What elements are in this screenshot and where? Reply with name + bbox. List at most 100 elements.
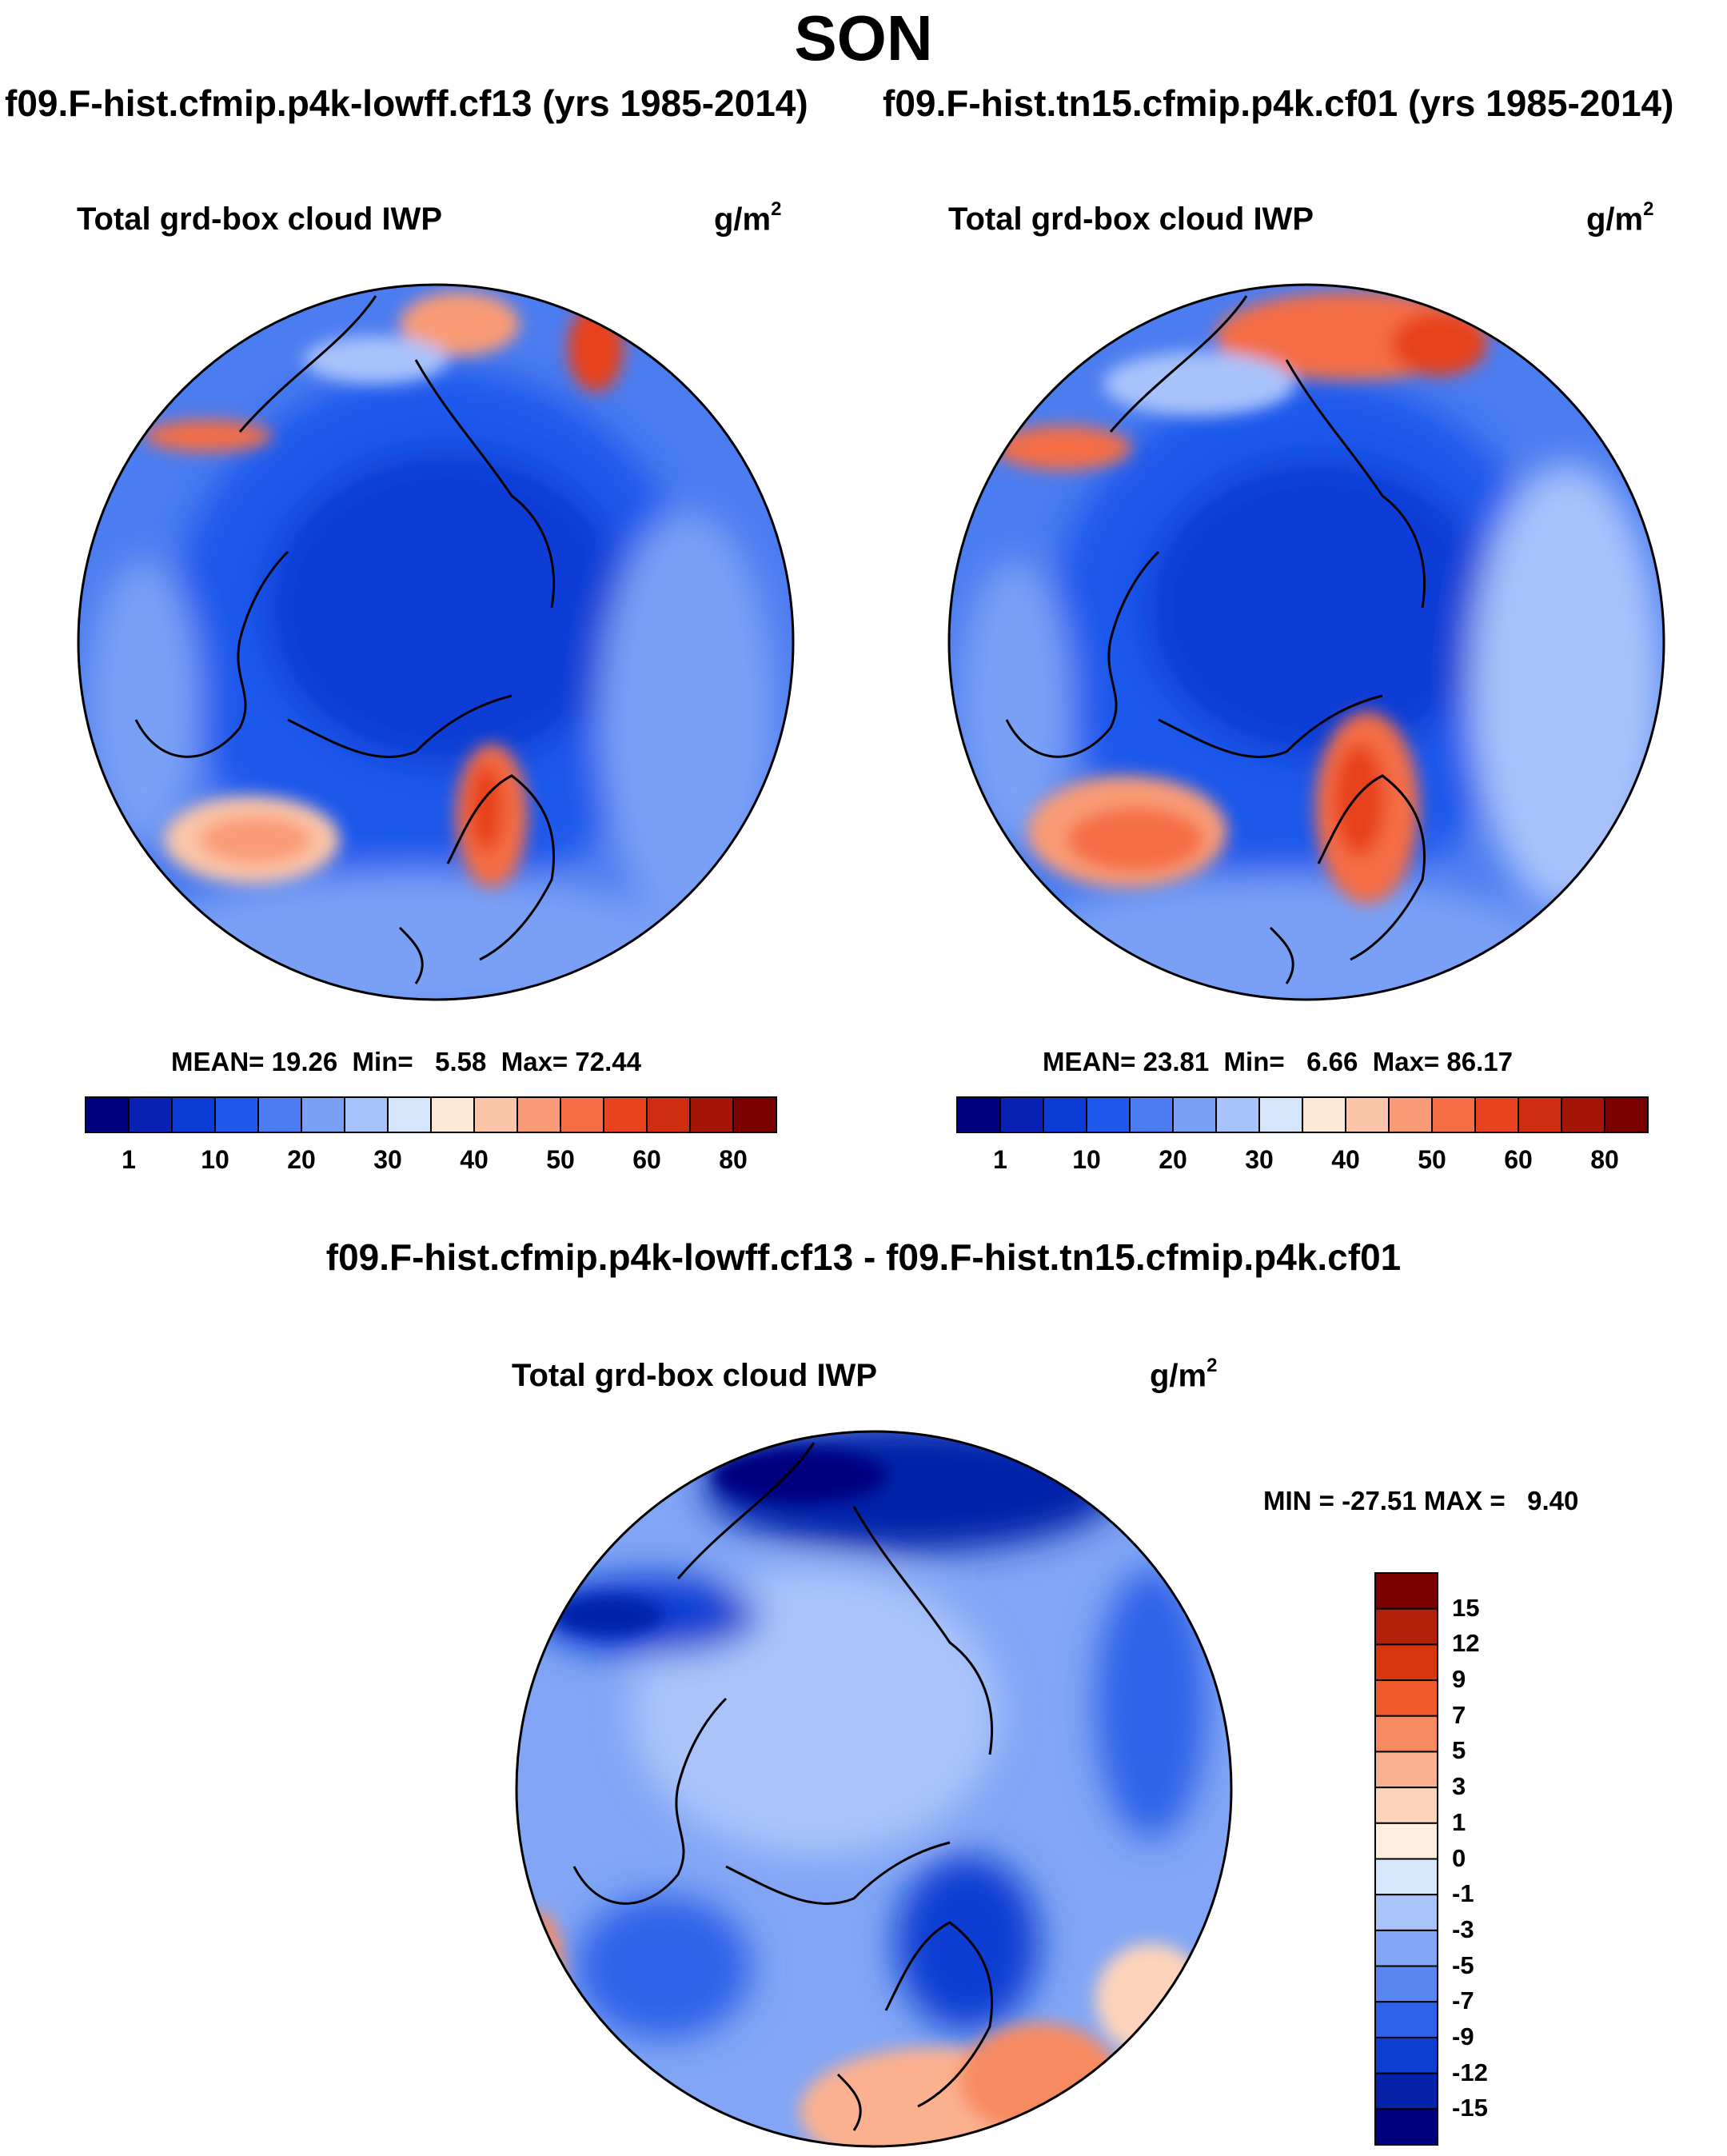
colorbar-swatch bbox=[301, 1096, 345, 1133]
diff-unit-label: g/m2 bbox=[1150, 1355, 1218, 1394]
panel2-min-label: Min= bbox=[1223, 1047, 1285, 1076]
colorbar-tick-label: 0 bbox=[1452, 1843, 1466, 1872]
colorbar-swatch bbox=[387, 1096, 432, 1133]
diff-variable-label: Total grd-box cloud IWP bbox=[512, 1358, 877, 1393]
colorbar-tick-label: 10 bbox=[1072, 1145, 1101, 1174]
colorbar-swatch bbox=[430, 1096, 475, 1133]
diff-range-text: MIN = -27.51 MAX = 9.40 bbox=[1263, 1486, 1579, 1515]
colorbar-swatch bbox=[1374, 1822, 1438, 1860]
colorbar-swatch bbox=[1129, 1096, 1174, 1133]
colorbar-tick-label: -7 bbox=[1452, 1986, 1474, 2015]
colorbar-tick-label: 5 bbox=[1452, 1736, 1466, 1765]
colorbar-tick-label: 1 bbox=[1452, 1807, 1466, 1836]
panel1-min-value: 5.58 bbox=[435, 1047, 487, 1076]
panel2-variable-label: Total grd-box cloud IWP bbox=[948, 202, 1314, 237]
colorbar-tick-label: -1 bbox=[1452, 1879, 1474, 1908]
panel2-mean-label: MEAN= bbox=[1043, 1047, 1136, 1076]
panel2-unit-base: g/m bbox=[1586, 202, 1644, 238]
colorbar-swatch bbox=[1374, 1751, 1438, 1789]
colorbar-tick-label: 9 bbox=[1452, 1665, 1466, 1694]
colorbar-swatch bbox=[1172, 1096, 1217, 1133]
colorbar-swatch bbox=[1561, 1096, 1605, 1133]
colorbar-swatch bbox=[1374, 1929, 1438, 1967]
colorbar-swatch bbox=[1388, 1096, 1433, 1133]
panel1-unit-base: g/m bbox=[714, 202, 772, 238]
colorbar-swatch bbox=[128, 1096, 173, 1133]
colorbar-tick-label: -15 bbox=[1452, 2094, 1488, 2122]
colorbar-swatch bbox=[732, 1096, 777, 1133]
panel1-unit-exp: 2 bbox=[771, 198, 782, 220]
diff-unit-base: g/m bbox=[1150, 1358, 1207, 1394]
colorbar-tick-label: 1 bbox=[993, 1145, 1007, 1174]
colorbar-swatch bbox=[1215, 1096, 1260, 1133]
colorbar-swatch bbox=[1374, 2036, 1438, 2074]
colorbar-swatch bbox=[171, 1096, 216, 1133]
panel1-max-label: Max= bbox=[501, 1047, 568, 1076]
panel2-stats: MEAN= 23.81 Min= 6.66 Max= 86.17 bbox=[1043, 1047, 1513, 1077]
colorbar-tick-label: -5 bbox=[1452, 1950, 1474, 1979]
colorbar-tick-label: 40 bbox=[1331, 1145, 1360, 1174]
panel1-min-label: Min= bbox=[352, 1047, 413, 1076]
colorbar-swatch bbox=[1518, 1096, 1562, 1133]
colorbar-swatch bbox=[560, 1096, 604, 1133]
colorbar-swatch bbox=[1374, 1715, 1438, 1753]
colorbar-swatch bbox=[1374, 1607, 1438, 1646]
colorbar-swatch bbox=[603, 1096, 648, 1133]
colorbar-swatch bbox=[1302, 1096, 1346, 1133]
colorbar-tick-label: -3 bbox=[1452, 1914, 1474, 1943]
colorbar-tick-label: 30 bbox=[373, 1145, 402, 1174]
colorbar-swatch bbox=[956, 1096, 1001, 1133]
colorbar-tick-label: 1 bbox=[122, 1145, 136, 1174]
panel2-unit-label: g/m2 bbox=[1586, 198, 1653, 238]
panel1-colorbar bbox=[85, 1096, 777, 1133]
case1-title: f09.F-hist.cfmip.p4k-lowff.cf13 (yrs 198… bbox=[5, 82, 808, 124]
panel2-max-label: Max= bbox=[1372, 1047, 1440, 1076]
colorbar-swatch bbox=[1374, 1894, 1438, 1931]
panel2-colorbar bbox=[956, 1096, 1649, 1133]
colorbar-tick-label: 20 bbox=[1159, 1145, 1187, 1174]
colorbar-swatch bbox=[1374, 2001, 1438, 2038]
colorbar-tick-label: 50 bbox=[546, 1145, 575, 1174]
panel1-mean-label: MEAN= bbox=[171, 1047, 265, 1076]
panel1-mean-value: 19.26 bbox=[271, 1047, 338, 1076]
panel2-unit-exp: 2 bbox=[1643, 198, 1654, 220]
colorbar-swatch bbox=[689, 1096, 734, 1133]
colorbar-swatch bbox=[85, 1096, 130, 1133]
colorbar-tick-label: 80 bbox=[1590, 1145, 1619, 1174]
panel1-stats: MEAN= 19.26 Min= 5.58 Max= 72.44 bbox=[171, 1047, 641, 1077]
colorbar-tick-label: 50 bbox=[1418, 1145, 1446, 1174]
colorbar-tick-label: 60 bbox=[1504, 1145, 1533, 1174]
colorbar-swatch bbox=[1374, 1679, 1438, 1717]
colorbar-swatch bbox=[1374, 1572, 1438, 1610]
colorbar-swatch bbox=[1374, 1965, 1438, 2003]
figure-title: SON bbox=[794, 2, 933, 74]
colorbar-tick-label: -9 bbox=[1452, 2022, 1474, 2050]
colorbar-swatch bbox=[646, 1096, 691, 1133]
colorbar-tick-label: 20 bbox=[287, 1145, 316, 1174]
difference-colorbar bbox=[1374, 1572, 1438, 2146]
panel2-max-value: 86.17 bbox=[1446, 1047, 1513, 1076]
colorbar-swatch bbox=[999, 1096, 1044, 1133]
colorbar-swatch bbox=[1374, 1858, 1438, 1896]
colorbar-tick-label: 15 bbox=[1452, 1593, 1480, 1622]
difference-title: f09.F-hist.cfmip.p4k-lowff.cf13 - f09.F-… bbox=[325, 1236, 1402, 1278]
colorbar-swatch bbox=[1374, 1787, 1438, 1824]
colorbar-swatch bbox=[1374, 1643, 1438, 1682]
colorbar-tick-label: 10 bbox=[201, 1145, 229, 1174]
colorbar-tick-label: 30 bbox=[1245, 1145, 1274, 1174]
panel2-min-value: 6.66 bbox=[1306, 1047, 1358, 1076]
panel1-unit-label: g/m2 bbox=[714, 198, 781, 238]
case2-title: f09.F-hist.tn15.cfmip.p4k.cf01 (yrs 1985… bbox=[883, 82, 1674, 124]
colorbar-tick-label: 3 bbox=[1452, 1772, 1466, 1801]
colorbar-swatch bbox=[1258, 1096, 1303, 1133]
colorbar-swatch bbox=[344, 1096, 389, 1133]
difference-polar-map bbox=[515, 1430, 1233, 2148]
panel2-polar-map bbox=[947, 283, 1665, 1001]
diff-unit-exp: 2 bbox=[1207, 1355, 1218, 1376]
panel2-mean-value: 23.81 bbox=[1143, 1047, 1210, 1076]
colorbar-swatch bbox=[1474, 1096, 1519, 1133]
colorbar-swatch bbox=[257, 1096, 302, 1133]
colorbar-swatch bbox=[517, 1096, 561, 1133]
colorbar-tick-label: -12 bbox=[1452, 2058, 1488, 2086]
